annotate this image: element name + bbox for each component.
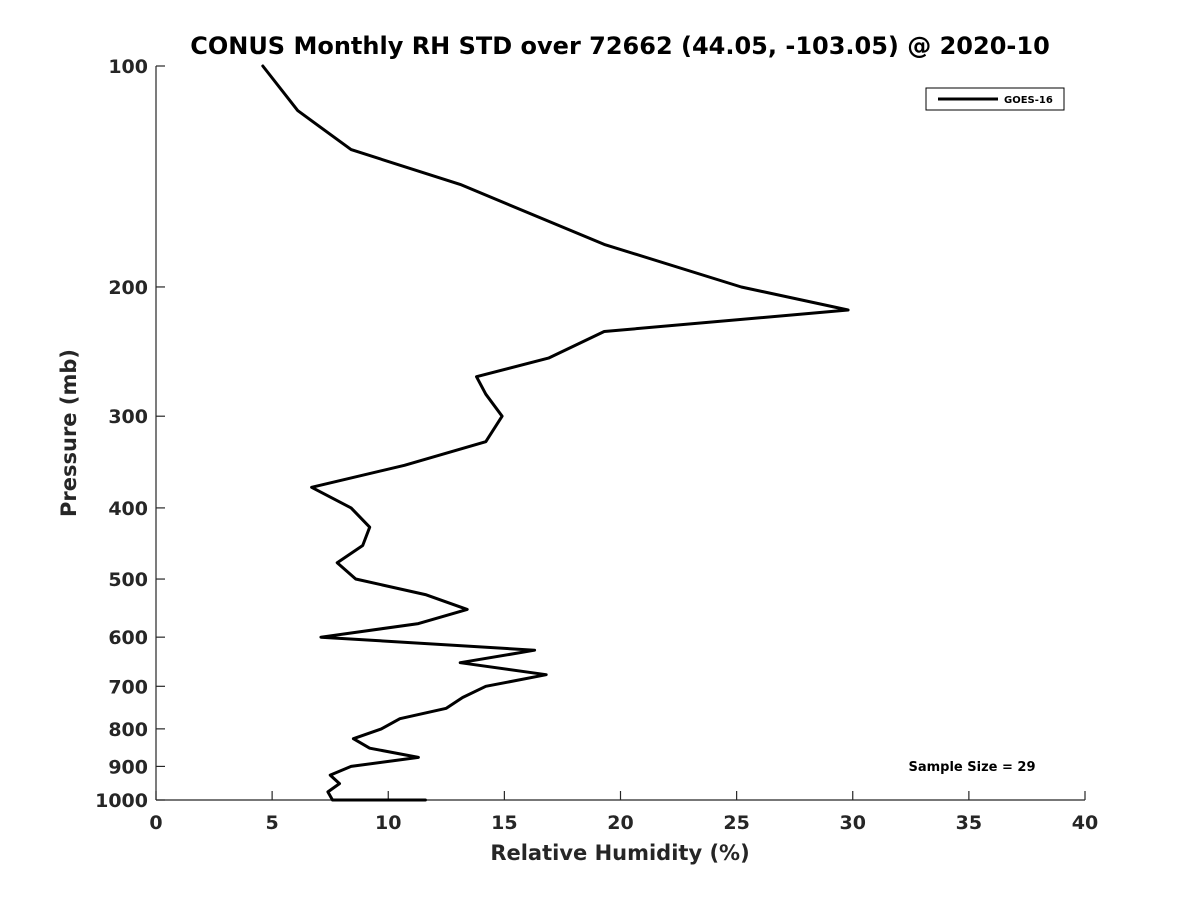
y-axis-ticks: 100 200 300 400 500 600 700 800 900 1000 xyxy=(95,56,165,812)
x-tick-label: 10 xyxy=(375,812,401,834)
x-axis-label: Relative Humidity (%) xyxy=(490,841,749,865)
y-tick-label: 100 xyxy=(108,56,148,78)
y-tick-label: 1000 xyxy=(95,790,148,812)
y-tick-label: 600 xyxy=(108,627,148,649)
series-layer xyxy=(261,64,850,802)
x-tick-label: 20 xyxy=(607,812,633,834)
y-tick-label: 700 xyxy=(108,676,148,698)
chart-title: CONUS Monthly RH STD over 72662 (44.05, … xyxy=(190,32,1050,60)
y-tick-label: 500 xyxy=(108,569,148,591)
y-tick-label: 300 xyxy=(108,406,148,428)
y-axis-label: Pressure (mb) xyxy=(57,349,81,517)
series-line-goes-16 xyxy=(261,64,850,802)
y-tick-label: 900 xyxy=(108,756,148,778)
legend-label: GOES-16 xyxy=(1004,95,1053,106)
x-tick-label: 30 xyxy=(840,812,866,834)
x-tick-label: 0 xyxy=(149,812,162,834)
sample-size-annotation: Sample Size = 29 xyxy=(908,760,1035,775)
x-axis-ticks: 0 5 10 15 20 25 30 35 40 xyxy=(149,791,1098,834)
y-tick-label: 200 xyxy=(108,277,148,299)
y-tick-label: 400 xyxy=(108,498,148,520)
x-tick-label: 15 xyxy=(491,812,517,834)
x-tick-label: 35 xyxy=(956,812,982,834)
y-tick-label: 800 xyxy=(108,719,148,741)
x-tick-label: 40 xyxy=(1072,812,1098,834)
x-tick-label: 25 xyxy=(723,812,749,834)
legend: GOES-16 xyxy=(925,87,1065,111)
x-tick-label: 5 xyxy=(266,812,279,834)
